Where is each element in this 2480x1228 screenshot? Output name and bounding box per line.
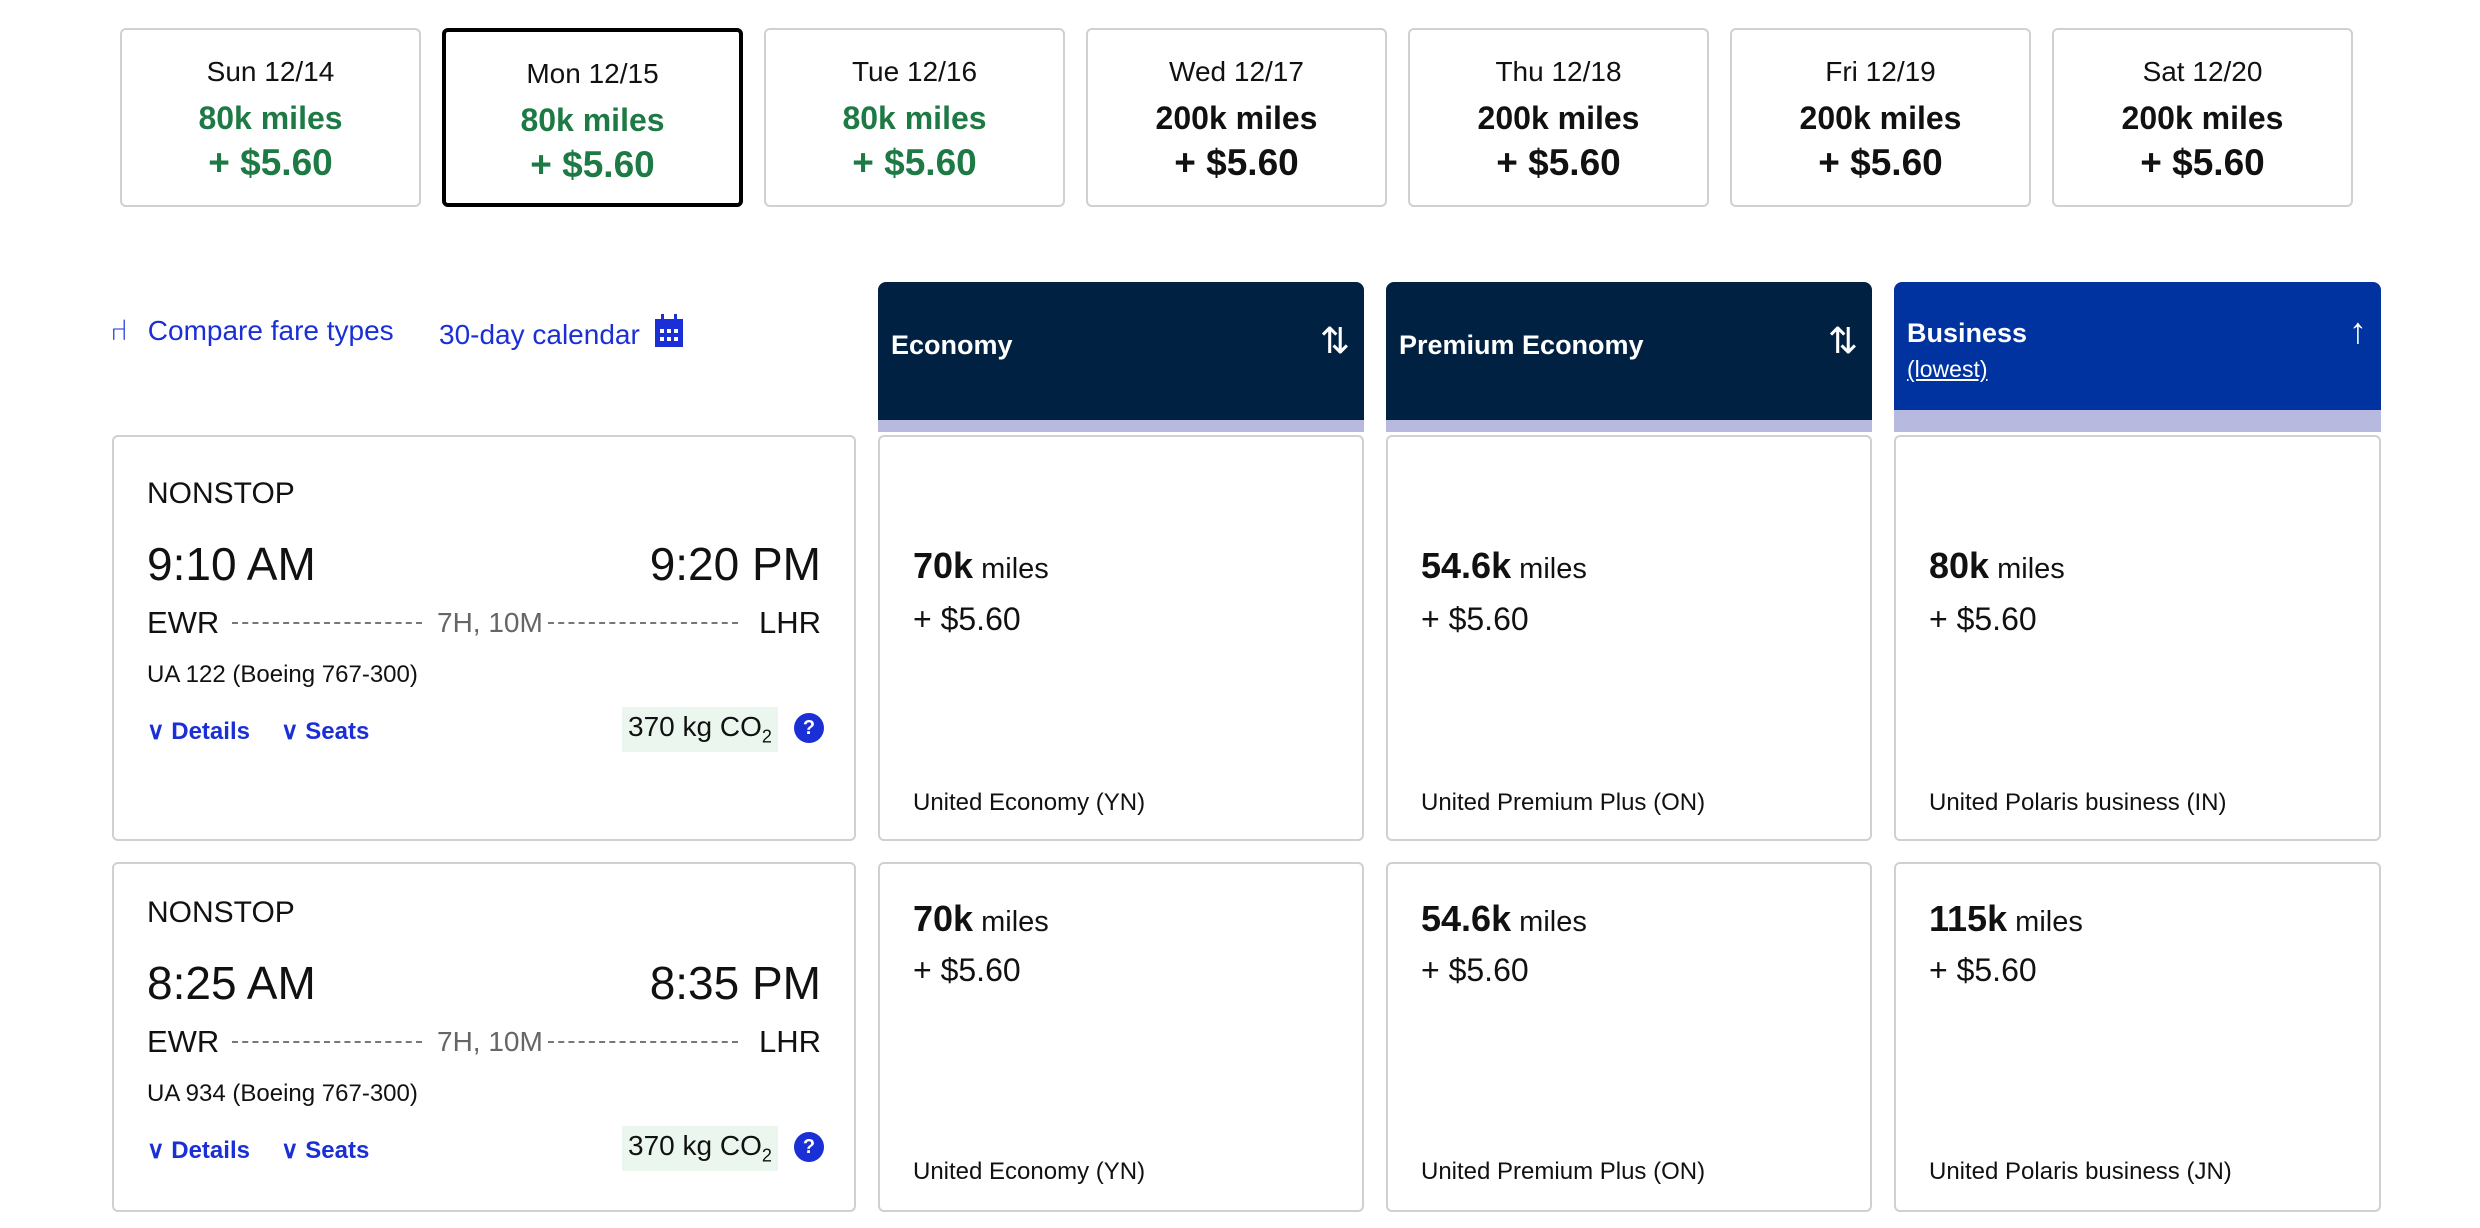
calendar-icon bbox=[654, 314, 683, 347]
route-line bbox=[232, 1041, 422, 1043]
date-price: + $5.60 bbox=[2140, 142, 2265, 183]
date-card[interactable]: Fri 12/19 200k miles + $5.60 bbox=[1730, 28, 2031, 207]
date-card[interactable]: Wed 12/17 200k miles + $5.60 bbox=[1086, 28, 1387, 207]
fare-class-name: United Polaris business (IN) bbox=[1929, 789, 2227, 816]
column-header-economy[interactable]: Economy ⇅ bbox=[878, 282, 1364, 432]
flight-card: NONSTOP 8:25 AM 8:35 PM EWR 7H, 10M LHR … bbox=[112, 862, 856, 1212]
date-card[interactable]: Mon 12/15 80k miles + $5.60 bbox=[442, 28, 743, 207]
date-miles: 200k miles bbox=[1799, 100, 1962, 136]
fare-miles: 80k miles bbox=[1929, 545, 2065, 586]
fare-class-name: United Economy (YN) bbox=[913, 789, 1146, 816]
date-label: Tue 12/16 bbox=[851, 56, 978, 87]
fare-miles: 54.6k miles bbox=[1421, 545, 1587, 586]
column-header-premium-economy[interactable]: Premium Economy ⇅ bbox=[1386, 282, 1872, 432]
stops-label: NONSTOP bbox=[147, 477, 295, 510]
duration: 7H, 10M bbox=[437, 607, 543, 638]
seats-toggle[interactable]: ∨ Seats bbox=[281, 718, 370, 745]
duration: 7H, 10M bbox=[437, 1026, 543, 1057]
date-price: + $5.60 bbox=[1496, 142, 1621, 183]
date-price: + $5.60 bbox=[530, 144, 655, 185]
fare-price: + $5.60 bbox=[1929, 952, 2037, 988]
depart-time: 9:10 AM bbox=[147, 538, 316, 590]
fare-price: + $5.60 bbox=[913, 952, 1021, 988]
chevron-down-icon: ∨ bbox=[281, 718, 299, 745]
fare-option[interactable]: 115k miles + $5.60 United Polaris busine… bbox=[1894, 862, 2381, 1212]
30-day-calendar-link[interactable]: 30-day calendar bbox=[439, 314, 684, 351]
fare-price: + $5.60 bbox=[1421, 601, 1529, 637]
sort-arrows-icon[interactable]: ⇅ bbox=[1319, 320, 1350, 361]
aircraft-info: UA 934 (Boeing 767-300) bbox=[147, 1080, 418, 1107]
date-label: Mon 12/15 bbox=[526, 58, 659, 89]
date-miles: 80k miles bbox=[842, 100, 987, 136]
date-price: + $5.60 bbox=[1174, 142, 1299, 183]
date-label: Thu 12/18 bbox=[1495, 56, 1622, 87]
date-label: Sun 12/14 bbox=[206, 56, 335, 87]
depart-time: 8:25 AM bbox=[147, 957, 316, 1009]
sort-arrows-icon[interactable]: ⇅ bbox=[1827, 320, 1858, 361]
fare-option[interactable]: 70k miles + $5.60 United Economy (YN) bbox=[878, 435, 1364, 841]
fare-option[interactable]: 70k miles + $5.60 United Economy (YN) bbox=[878, 862, 1364, 1212]
lowest-sort-label[interactable]: (lowest) bbox=[1907, 356, 1988, 382]
stops-label: NONSTOP bbox=[147, 896, 295, 929]
fare-miles: 70k miles bbox=[913, 898, 1049, 939]
date-miles: 80k miles bbox=[198, 100, 343, 136]
date-price: + $5.60 bbox=[208, 142, 333, 183]
fare-class-name: United Premium Plus (ON) bbox=[1421, 1158, 1706, 1185]
destination-airport: LHR bbox=[758, 1024, 821, 1059]
date-price: + $5.60 bbox=[852, 142, 977, 183]
date-price: + $5.60 bbox=[1818, 142, 1943, 183]
seats-toggle[interactable]: ∨ Seats bbox=[281, 1137, 370, 1164]
fare-miles: 54.6k miles bbox=[1421, 898, 1587, 939]
aircraft-info: UA 122 (Boeing 767-300) bbox=[147, 661, 418, 688]
date-label: Fri 12/19 bbox=[1825, 56, 1936, 87]
fare-miles: 70k miles bbox=[913, 545, 1049, 586]
origin-airport: EWR bbox=[147, 605, 220, 640]
co2-badge: 370 kg CO2 bbox=[622, 1126, 778, 1171]
fare-class-name: United Economy (YN) bbox=[913, 1158, 1146, 1185]
details-toggle[interactable]: ∨ Details bbox=[147, 1137, 250, 1164]
compare-fare-types-link[interactable]: ⑁ Compare fare types bbox=[110, 314, 394, 347]
chevron-down-icon: ∨ bbox=[281, 1137, 299, 1164]
arrive-time: 9:20 PM bbox=[649, 538, 821, 590]
date-label: Sat 12/20 bbox=[2142, 56, 2263, 87]
date-card[interactable]: Sat 12/20 200k miles + $5.60 bbox=[2052, 28, 2353, 207]
column-header-business[interactable]: Business (lowest) ↑ bbox=[1894, 282, 2381, 432]
date-miles: 200k miles bbox=[1477, 100, 1640, 136]
chevron-down-icon: ∨ bbox=[147, 718, 165, 745]
flight-card: NONSTOP 9:10 AM 9:20 PM EWR 7H, 10M LHR … bbox=[112, 435, 856, 841]
fare-option[interactable]: 54.6k miles + $5.60 United Premium Plus … bbox=[1386, 862, 1872, 1212]
origin-airport: EWR bbox=[147, 1024, 220, 1059]
help-icon[interactable]: ? bbox=[794, 1132, 824, 1162]
date-miles: 80k miles bbox=[520, 102, 665, 138]
arrow-up-icon[interactable]: ↑ bbox=[2349, 310, 2367, 351]
fare-miles: 115k miles bbox=[1929, 898, 2083, 939]
arrive-time: 8:35 PM bbox=[649, 957, 821, 1009]
details-toggle[interactable]: ∨ Details bbox=[147, 718, 250, 745]
help-icon[interactable]: ? bbox=[794, 713, 824, 743]
chevron-down-icon: ∨ bbox=[147, 1137, 165, 1164]
route-line bbox=[548, 1041, 738, 1043]
seat-icon: ⑁ bbox=[110, 314, 128, 347]
fare-option[interactable]: 80k miles + $5.60 United Polaris busines… bbox=[1894, 435, 2381, 841]
date-card[interactable]: Sun 12/14 80k miles + $5.60 bbox=[120, 28, 421, 207]
date-card[interactable]: Tue 12/16 80k miles + $5.60 bbox=[764, 28, 1065, 207]
route-line bbox=[232, 622, 422, 624]
date-label: Wed 12/17 bbox=[1169, 56, 1304, 87]
fare-option[interactable]: 54.6k miles + $5.60 United Premium Plus … bbox=[1386, 435, 1872, 841]
fare-price: + $5.60 bbox=[1421, 952, 1529, 988]
route-line bbox=[548, 622, 738, 624]
date-miles: 200k miles bbox=[1155, 100, 1318, 136]
fare-class-name: United Polaris business (JN) bbox=[1929, 1158, 2232, 1185]
date-card[interactable]: Thu 12/18 200k miles + $5.60 bbox=[1408, 28, 1709, 207]
fare-class-name: United Premium Plus (ON) bbox=[1421, 789, 1706, 816]
date-miles: 200k miles bbox=[2121, 100, 2284, 136]
fare-price: + $5.60 bbox=[913, 601, 1021, 637]
fare-price: + $5.60 bbox=[1929, 601, 2037, 637]
destination-airport: LHR bbox=[758, 605, 821, 640]
co2-badge: 370 kg CO2 bbox=[622, 707, 778, 752]
